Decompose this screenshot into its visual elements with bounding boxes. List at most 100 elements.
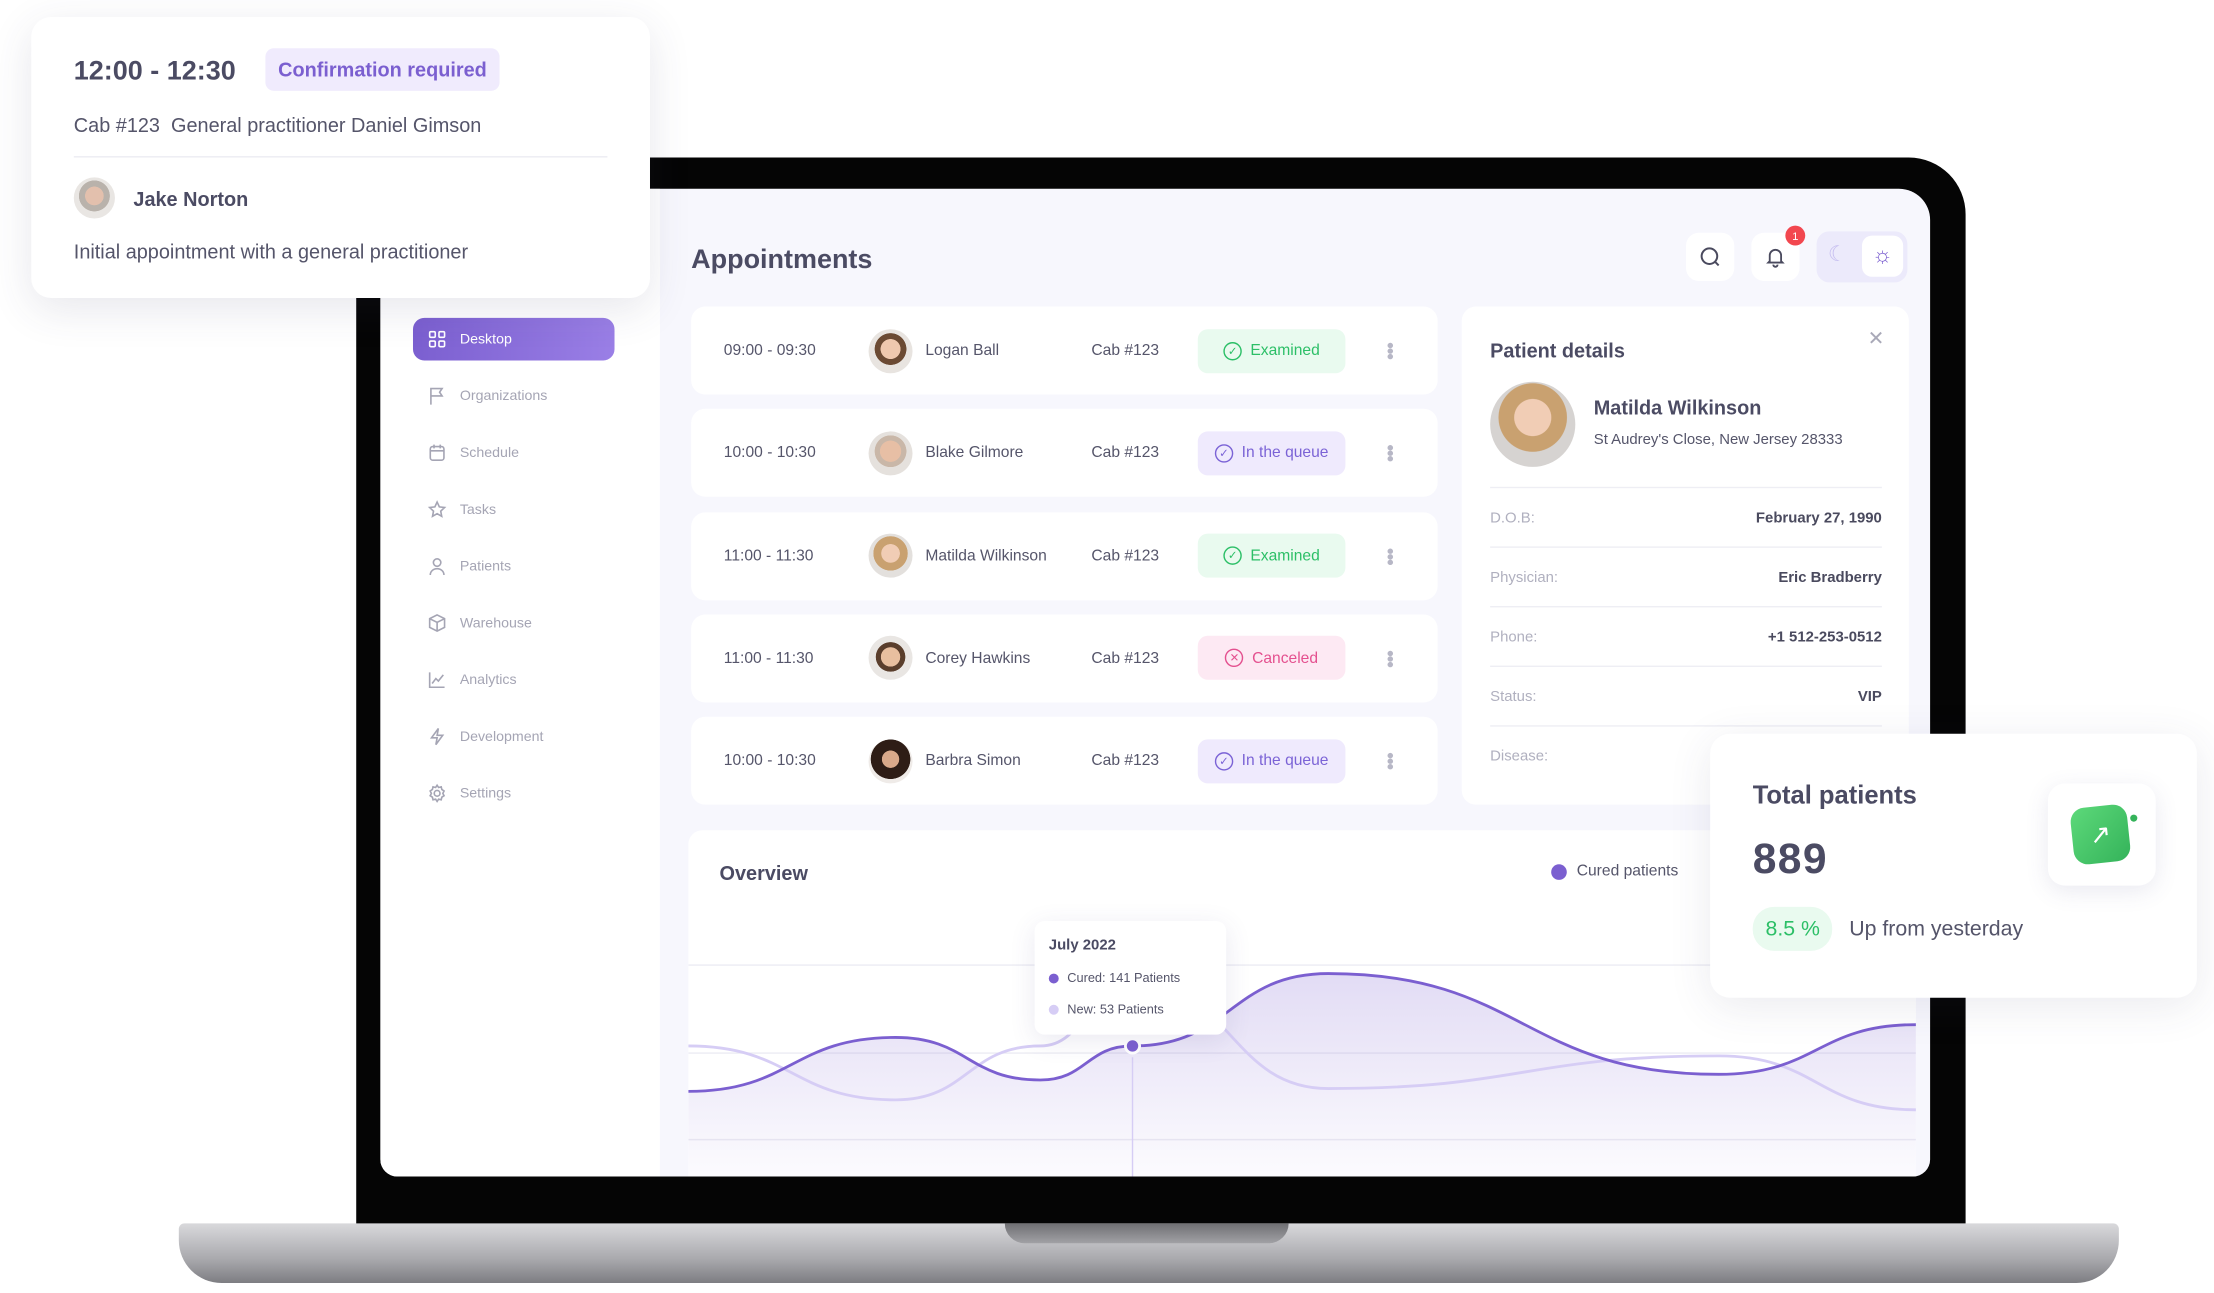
avatar [868,738,913,783]
more-options-icon[interactable]: ••• [1379,444,1403,462]
status-badge: ✓ In the queue [1197,738,1346,783]
sidebar-item-label: Warehouse [459,615,532,631]
user-icon [429,558,445,576]
check-circle-icon: ✓ [1214,443,1234,463]
sidebar-item-label: Development [459,728,544,745]
status-badge: ✓ Examined [1197,328,1346,373]
sidebar-item-organizations[interactable]: Organizations [413,375,615,418]
calendar-icon [429,444,445,461]
status-label: Examined [1250,547,1320,565]
sidebar-item-settings[interactable]: Settings [413,772,615,815]
legend-label: Cured patients [1576,862,1679,880]
status-label: In the queue [1241,752,1329,770]
sidebar-item-desktop[interactable]: Desktop [412,317,615,361]
detail-label: Disease: [1490,747,1549,765]
appointment-row[interactable]: 10:00 - 10:30 Barbra Simon Cab #123 ✓ In the… [691,716,1438,805]
detail-label: D.O.B: [1490,508,1535,526]
sidebar-item-label: Desktop [459,331,512,347]
sidebar: Desktop Organizations Schedule Tasks Patient… [380,188,660,1177]
total-patients-value: 889 [1752,835,1829,883]
sidebar-item-label: Schedule [459,444,520,461]
change-badge: 8.5 % [1752,906,1833,951]
more-options-icon[interactable]: ••• [1379,752,1403,770]
status-badge: ✓ Examined [1197,533,1346,578]
patient-name: Matilda Wilkinson [1593,395,1762,419]
tooltip-cured: Cured: 141 Patients [1048,970,1181,985]
more-options-icon[interactable]: ••• [1379,650,1403,667]
popup-time: 12:00 - 12:30 [73,56,236,87]
more-options-icon[interactable]: ••• [1379,547,1403,565]
cab-number: Cab #123 [1091,649,1160,667]
sidebar-item-schedule[interactable]: Schedule [413,431,615,474]
patient-details-card: Patient details ✕ Matilda Wilkinson St A… [1461,306,1909,805]
cab-number: Cab #123 [1091,547,1160,565]
cab-number: Cab #123 [1091,752,1160,770]
patient-name: Blake Gilmore [925,444,1024,462]
sidebar-item-label: Patients [459,558,512,575]
confirmation-badge: Confirmation required [265,48,500,91]
page-title: Appointments [691,245,873,276]
gear-icon [429,783,446,803]
chart-tooltip: July 2022 Cured: 141 Patients New: 53 Pa… [1034,921,1227,1035]
patient-address: St Audrey's Close, New Jersey 28333 [1593,431,1843,449]
search-button[interactable] [1686,232,1735,282]
star-icon [427,500,447,518]
avatar [73,177,115,219]
patient-name: Logan Ball [925,342,1000,360]
flag-icon [430,387,444,405]
total-patients-title: Total patients [1752,780,1917,809]
detail-row: Phone: +1 512-253-0512 [1490,605,1882,666]
appointment-time: 10:00 - 10:30 [723,752,816,770]
status-badge: ✕ Canceled [1197,636,1346,681]
notification-badge: 1 [1785,225,1806,246]
divider [73,156,608,158]
change-label: Up from yesterday [1849,916,2024,941]
status-badge: ✓ In the queue [1197,431,1346,476]
notifications-button[interactable]: 1 [1751,225,1806,282]
tooltip-cured-text: Cured: 141 Patients [1067,970,1181,985]
appointment-time: 11:00 - 11:30 [723,547,814,565]
cab-number: Cab #123 [1091,342,1160,360]
detail-value: February 27, 1990 [1755,508,1882,526]
more-options-icon[interactable]: ••• [1379,342,1403,359]
bell-icon [1766,248,1785,268]
sidebar-item-warehouse[interactable]: Warehouse [413,602,615,645]
detail-row: Disease: [1490,725,1882,785]
avatar [868,533,913,578]
tooltip-new: New: 53 Patients [1048,1002,1164,1016]
sun-icon[interactable]: ☼ [1861,235,1904,277]
cab-number: Cab #123 [1091,444,1160,462]
detail-row: Physician: Eric Bradberry [1490,546,1882,606]
appointment-popup[interactable]: 12:00 - 12:30 Confirmation required Cab … [31,17,650,299]
detail-label: Physician: [1490,568,1559,586]
detail-row: Status: VIP [1490,665,1882,726]
avatar [868,636,913,681]
moon-icon[interactable]: ☾ [1827,242,1848,267]
check-circle-icon: ✓ [1214,751,1234,771]
popup-description: Initial appointment with a general pract… [73,239,469,263]
trend-up-icon: ↗ [2069,803,2132,866]
status-label: Examined [1250,342,1320,360]
sidebar-item-analytics[interactable]: Analytics [413,659,615,702]
appointment-time: 09:00 - 09:30 [723,342,816,360]
close-icon[interactable]: ✕ [1867,326,1885,350]
sidebar-item-tasks[interactable]: Tasks [413,488,615,531]
sidebar-item-development[interactable]: Development [413,715,615,758]
appointment-row[interactable]: 11:00 - 11:30 Corey Hawkins Cab #123 ✕ Cance… [691,614,1438,703]
laptop-notch [1004,1223,1289,1244]
patient-name: Matilda Wilkinson [925,547,1047,565]
sidebar-item-patients[interactable]: Patients [413,545,615,588]
theme-toggle[interactable]: ☾ ☼ [1816,231,1908,283]
sidebar-item-label: Tasks [459,501,497,518]
appointment-row[interactable]: 11:00 - 11:30 Matilda Wilkinson Cab #123 ✓ E… [691,511,1438,600]
appointment-row[interactable]: 10:00 - 10:30 Blake Gilmore Cab #123 ✓ In th… [691,409,1438,498]
detail-label: Status: [1490,687,1537,705]
popup-details: Cab #123 General practitioner Daniel Gim… [73,113,482,137]
chart-line-icon [428,672,445,689]
sidebar-item-label: Organizations [459,388,548,404]
detail-value: +1 512-253-0512 [1767,627,1882,646]
detail-value: VIP [1857,687,1882,705]
hover-point[interactable] [1124,1037,1142,1055]
appointment-row[interactable]: 09:00 - 09:30 Logan Ball Cab #123 ✓ Examined… [691,306,1438,395]
search-icon [1700,247,1720,267]
